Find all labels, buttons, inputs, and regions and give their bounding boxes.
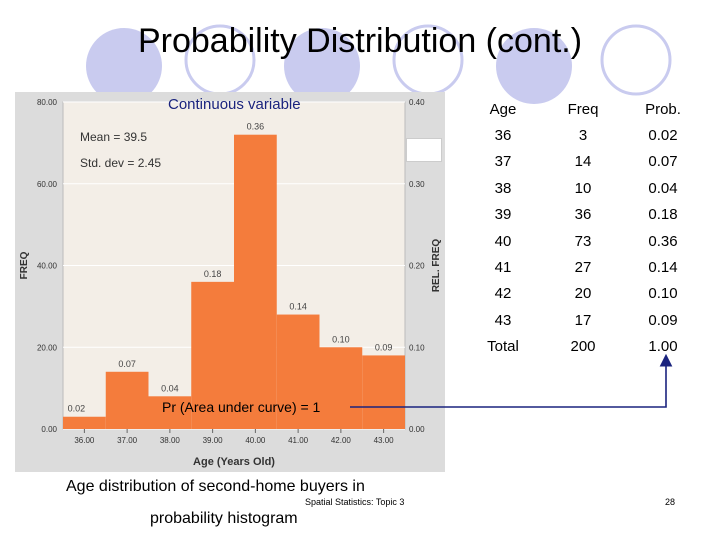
header-freq: Freq <box>567 100 599 118</box>
cell-prob: 0.04 <box>648 179 678 197</box>
cell-total-prob: 1.00 <box>648 338 678 356</box>
x-tick-label: 38.00 <box>160 436 181 445</box>
footer-text: Spatial Statistics: Topic 3 <box>305 497 405 507</box>
cell-freq: 17 <box>574 311 592 329</box>
bar-label: 0.09 <box>375 342 393 352</box>
table-row: 42 20 0.10 <box>461 281 705 307</box>
cell-prob: 0.02 <box>648 127 678 145</box>
bar-label: 0.07 <box>118 359 136 369</box>
histogram-bar <box>63 416 106 429</box>
cell-age: 41 <box>494 259 512 277</box>
table-row: 43 17 0.09 <box>461 307 705 333</box>
cell-age: 40 <box>494 232 512 250</box>
bar-label: 0.14 <box>289 302 307 312</box>
table-row: 38 10 0.04 <box>461 175 705 201</box>
histogram-bar <box>319 347 363 429</box>
y2-axis-label: REL. FREQ <box>431 239 442 293</box>
caption-line-1: Age distribution of second-home buyers i… <box>66 478 365 495</box>
cell-freq: 73 <box>574 232 592 250</box>
y-tick-label: 60.00 <box>37 180 58 189</box>
cell-age: 36 <box>494 127 512 145</box>
cell-freq: 27 <box>574 259 592 277</box>
cell-age: 39 <box>494 206 512 224</box>
histogram-bar <box>191 281 234 429</box>
cell-total-freq: 200 <box>570 338 596 356</box>
cell-freq: 10 <box>574 179 592 197</box>
histogram-bar <box>276 314 320 429</box>
x-tick-label: 43.00 <box>374 436 395 445</box>
x-tick-label: 37.00 <box>117 436 138 445</box>
empty-box <box>406 138 442 162</box>
y2-tick-label: 0.30 <box>409 180 425 189</box>
cell-prob: 0.18 <box>648 206 678 224</box>
histogram-bar <box>105 371 149 429</box>
cell-age: 38 <box>494 179 512 197</box>
cell-age: 43 <box>494 311 512 329</box>
frequency-table: Age Freq Prob. 36 3 0.02 37 14 0.07 38 1… <box>461 96 705 360</box>
table-row: 41 27 0.14 <box>461 254 705 280</box>
x-tick-label: 42.00 <box>331 436 352 445</box>
slide-title: Probability Distribution (cont.) <box>137 22 583 60</box>
x-tick-label: 41.00 <box>288 436 309 445</box>
cell-prob: 0.10 <box>648 285 678 303</box>
y2-tick-label: 0.00 <box>409 425 425 434</box>
x-tick-label: 36.00 <box>74 436 95 445</box>
bar-label: 0.04 <box>161 383 179 393</box>
table-header-row: Age Freq Prob. <box>461 96 705 122</box>
std-dev-annotation: Std. dev = 2.45 <box>80 156 162 170</box>
table-row: 36 3 0.02 <box>461 122 705 148</box>
y-tick-label: 0.00 <box>41 425 57 434</box>
x-tick-label: 39.00 <box>203 436 224 445</box>
histogram-bar <box>362 355 405 429</box>
caption-line-2: probability histogram <box>150 510 298 527</box>
bar-label: 0.18 <box>204 269 222 279</box>
cell-freq: 14 <box>574 153 592 171</box>
cell-freq: 36 <box>574 206 592 224</box>
histogram-chart: 0.00 20.00 40.00 60.00 80.00 0.00 0.10 0.20 0.30… <box>15 92 445 472</box>
y2-tick-label: 0.20 <box>409 262 425 271</box>
y2-tick-label: 0.10 <box>409 343 425 352</box>
y2-tick-label: 0.40 <box>409 98 425 107</box>
area-note: Pr (Area under curve) = 1 <box>162 399 321 415</box>
cell-prob: 0.09 <box>648 311 678 329</box>
histogram-bar <box>148 396 192 429</box>
cell-freq: 20 <box>574 285 592 303</box>
mean-annotation: Mean = 39.5 <box>80 130 148 144</box>
y-tick-label: 20.00 <box>37 343 58 352</box>
cell-total-label: Total <box>487 338 519 356</box>
header-age: Age <box>489 100 517 118</box>
table-row: 40 73 0.36 <box>461 228 705 254</box>
cell-prob: 0.07 <box>648 153 678 171</box>
cell-prob: 0.36 <box>648 232 678 250</box>
cell-freq: 3 <box>578 127 588 145</box>
header-prob: Prob. <box>645 100 681 118</box>
y-axis-label: FREQ <box>19 251 30 279</box>
table-row: 39 36 0.18 <box>461 202 705 228</box>
bar-label: 0.10 <box>332 334 350 344</box>
y-tick-label: 40.00 <box>37 262 58 271</box>
histogram-bar <box>234 134 277 429</box>
x-axis-label: Age (Years Old) <box>193 456 275 468</box>
cell-age: 42 <box>494 285 512 303</box>
cell-age: 37 <box>494 153 512 171</box>
bar-label: 0.36 <box>247 122 265 132</box>
decorative-circles <box>86 24 672 104</box>
chart-subtitle: Continuous variable <box>168 96 301 113</box>
table-row-total: Total 200 1.00 <box>461 334 705 360</box>
cell-prob: 0.14 <box>648 259 678 277</box>
page-number: 28 <box>665 497 676 507</box>
table-row: 37 14 0.07 <box>461 149 705 175</box>
bar-label: 0.02 <box>68 404 86 414</box>
y-tick-label: 80.00 <box>37 98 58 107</box>
x-tick-label: 40.00 <box>245 436 266 445</box>
